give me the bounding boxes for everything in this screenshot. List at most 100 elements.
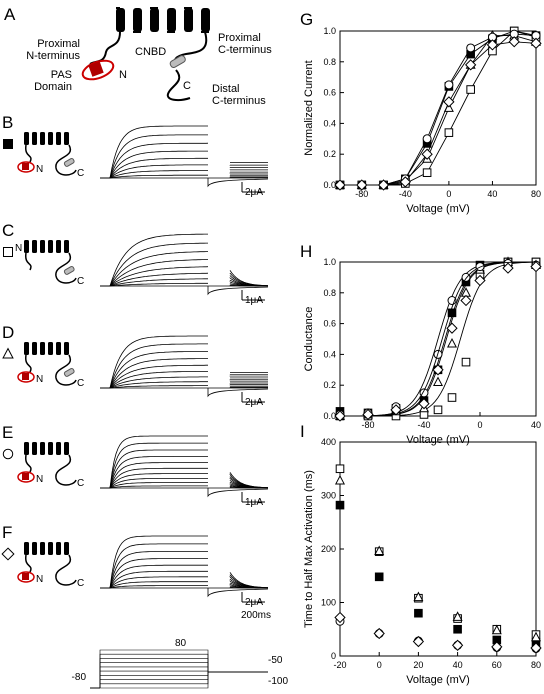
data-point	[530, 642, 542, 654]
y-tick-label: 300	[321, 491, 336, 501]
data-point	[334, 474, 346, 485]
mini-helix	[40, 442, 45, 455]
data-point	[433, 405, 443, 415]
panel-letter-h: H	[300, 242, 312, 261]
x-tick-label: 0	[446, 189, 451, 199]
mini-cnbd	[63, 368, 75, 377]
data-point	[334, 179, 346, 191]
data-point	[335, 464, 345, 474]
data-point	[443, 96, 455, 108]
y-tick-label: 0.4	[323, 118, 336, 128]
current-trace	[100, 442, 208, 489]
tail-spike	[207, 388, 269, 398]
series-open-diamond	[334, 36, 542, 191]
mini-c-label: C	[77, 276, 84, 287]
construct-marker-f	[1, 547, 15, 561]
series-open-square	[335, 26, 541, 190]
data-point	[444, 128, 454, 137]
mini-n-line	[25, 354, 32, 373]
current-trace	[100, 351, 208, 389]
current-trace	[100, 335, 208, 389]
mini-helix	[32, 442, 37, 455]
pas-domain-outline	[81, 59, 115, 81]
y-axis-label: Time to Half Max Activation (ms)	[303, 470, 315, 628]
mini-c-line	[55, 554, 77, 586]
mini-n-label: N	[15, 243, 22, 254]
current-trace	[100, 482, 208, 489]
voltage-protocol: -80 80 -50 -100	[72, 638, 288, 689]
mini-helix	[56, 442, 61, 455]
tail-spike	[207, 588, 269, 598]
y-tick-label: 0.8	[323, 288, 336, 298]
current-trace	[100, 364, 208, 389]
mini-helix	[40, 542, 45, 555]
mini-pas-box	[22, 573, 29, 580]
construct-panel-b: B N C 2μA	[2, 113, 269, 198]
data-point	[374, 545, 385, 556]
protocol-step	[99, 671, 268, 688]
data-point	[422, 134, 432, 144]
current-trace	[100, 150, 208, 179]
data-point	[530, 37, 542, 49]
mini-pas-ring	[17, 471, 35, 483]
label-proximal-n-line-0: Proximal	[37, 38, 80, 50]
current-trace	[100, 251, 208, 287]
current-trace	[100, 282, 208, 287]
x-tick-label: 40	[453, 660, 463, 670]
current-trace	[100, 385, 208, 389]
series-open-circle	[335, 616, 541, 654]
label-distal-c-line-1: C-terminus	[212, 95, 266, 107]
data-point	[414, 608, 423, 618]
mini-helix	[40, 342, 45, 355]
x-tick-label: -40	[417, 420, 430, 430]
x-axis-label: Voltage (mV)	[406, 434, 470, 446]
current-trace	[100, 543, 208, 589]
current-trace	[100, 125, 208, 179]
mini-helix	[32, 240, 37, 253]
y-tick-label: 0.4	[323, 349, 336, 359]
mini-c-label: C	[77, 578, 84, 589]
protocol-step	[99, 671, 268, 688]
plot-frame	[339, 30, 537, 186]
tail-trace	[229, 270, 269, 287]
y-tick-label: 1.0	[323, 26, 336, 36]
mini-helix	[24, 542, 29, 555]
protocol-label-tail-top: -50	[268, 655, 283, 666]
x-axis-label: Voltage (mV)	[406, 203, 470, 215]
x-tick-label: 80	[531, 189, 541, 199]
tail-spike	[207, 286, 269, 296]
label-cnbd: CNBD	[135, 46, 166, 58]
data-point	[486, 39, 499, 51]
y-tick-label: 100	[321, 598, 336, 608]
current-trace	[100, 535, 208, 589]
tail-spike	[207, 178, 269, 188]
current-trace	[100, 435, 208, 489]
data-point	[508, 36, 520, 48]
data-point	[422, 168, 432, 177]
series-open-circle	[335, 259, 541, 419]
data-point	[446, 337, 458, 348]
mini-cnbd	[63, 266, 75, 275]
protocol-label-top: 80	[175, 638, 187, 649]
series-filled-square	[335, 26, 541, 190]
current-trace	[100, 449, 208, 489]
x-tick-label: 40	[531, 420, 541, 430]
mini-c-label: C	[77, 478, 84, 489]
data-point	[373, 627, 385, 640]
panel-letter-c: C	[2, 221, 14, 240]
x-tick-label: 20	[413, 660, 423, 670]
data-point	[530, 260, 542, 273]
current-traces-f	[100, 535, 269, 598]
protocol-label-start: -80	[72, 672, 87, 683]
mini-helix	[40, 132, 45, 145]
scale-label-c: 1μA	[245, 295, 263, 306]
mini-helix	[56, 542, 61, 555]
data-point	[432, 376, 444, 387]
label-proximal-c-line-0: Proximal	[218, 32, 261, 44]
current-trace	[100, 371, 208, 389]
current-trace	[100, 259, 208, 287]
mini-helix	[64, 442, 69, 455]
mini-helix	[32, 342, 37, 355]
